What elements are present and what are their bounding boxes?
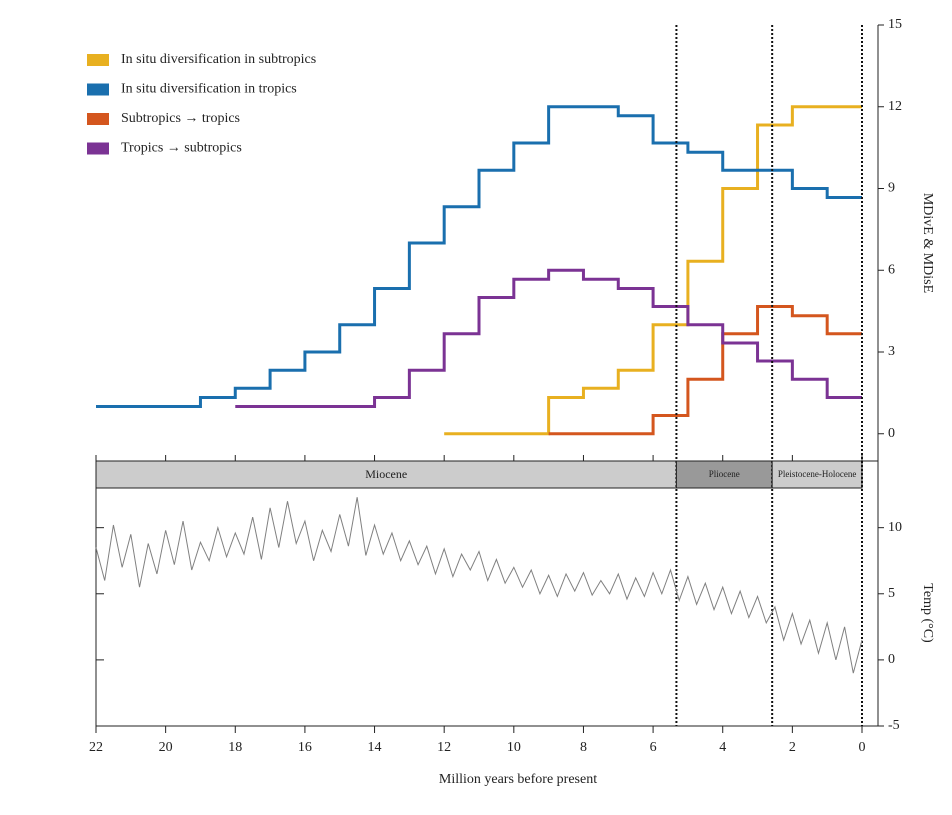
y-tick-label: 0 [888,652,895,667]
y-tick-label: 5 [888,586,895,601]
x-tick-label: 2 [789,740,796,755]
step-line [548,304,862,436]
y-tick-label: 10 [888,520,902,535]
x-tick-label: 16 [298,740,312,755]
legend-label: In situ diversification in subtropics [121,52,316,67]
x-tick-label: 18 [228,740,242,755]
legend-swatch [87,83,109,96]
y-axis-title: MDivE & MDisE [920,193,935,293]
x-tick-label: 10 [507,740,521,755]
y-axis-title: Temp (°C) [920,583,935,643]
x-axis-title: Million years before present [439,772,597,787]
y-tick-label: -5 [888,718,900,733]
legend-label: In situ diversification in tropics [121,82,297,97]
x-tick-label: 22 [89,740,103,755]
temperature-line [95,497,863,674]
step-line [444,105,862,436]
x-tick-label: 14 [368,740,382,755]
legend-label: Tropics → subtropics [121,141,242,156]
y-tick-label: 0 [888,426,895,441]
y-tick-label: 3 [888,344,895,359]
epoch-label: Miocene [365,467,407,481]
legend-swatch [87,113,109,125]
step-line [96,105,862,408]
legend-swatch [87,54,109,66]
epoch-band [95,460,677,489]
x-tick-label: 0 [859,740,866,755]
x-tick-label: 4 [719,740,726,755]
legend-label: Subtropics → tropics [121,111,240,126]
y-tick-label: 6 [888,262,895,277]
x-tick-label: 20 [159,740,173,755]
legend-swatch [87,142,109,155]
y-tick-label: 12 [888,99,902,114]
x-tick-label: 12 [437,740,451,755]
step-line [235,268,862,408]
epoch-label: Pleistocene-Holocene [778,469,856,479]
epoch-label: Pliocene [709,469,740,479]
epoch-band [771,460,863,489]
y-tick-label: 15 [888,17,902,32]
x-tick-label: 6 [650,740,657,755]
x-tick-label: 8 [580,740,587,755]
y-tick-label: 9 [888,181,895,196]
